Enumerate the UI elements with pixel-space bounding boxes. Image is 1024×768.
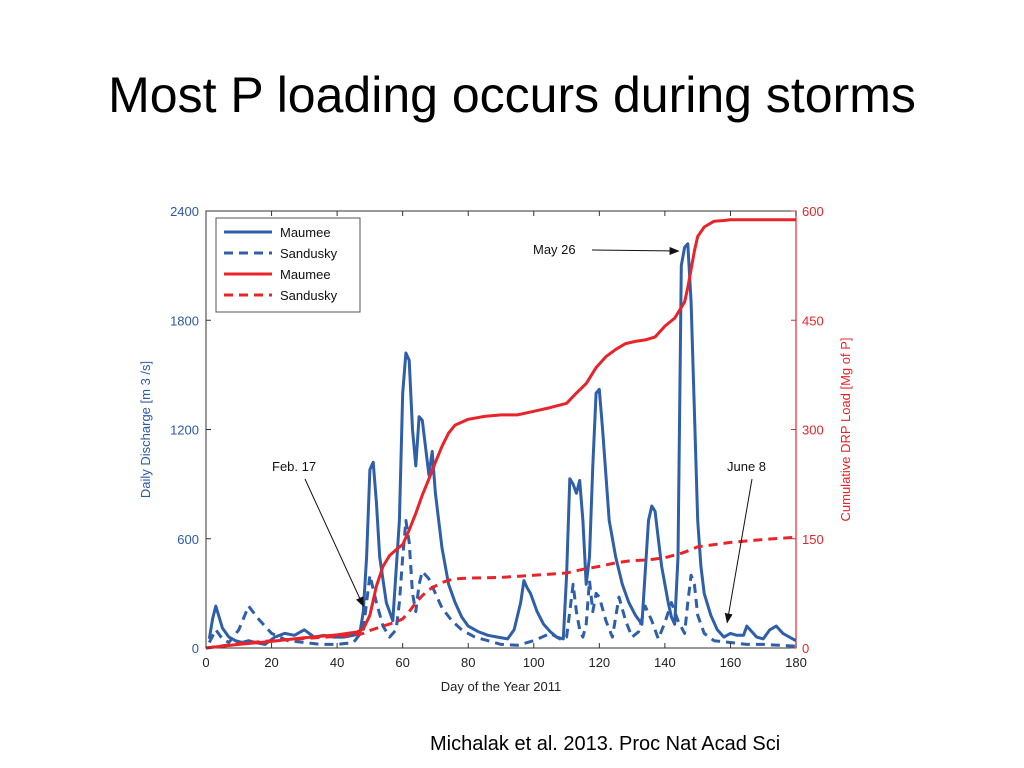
y-right-tick-label: 150 [802, 532, 824, 547]
y-left-axis-title: Daily Discharge [m 3 /s] [138, 361, 153, 498]
x-tick-label: 160 [720, 655, 742, 670]
x-tick-label: 80 [461, 655, 475, 670]
annotation-label: June 8 [727, 459, 766, 474]
annotation-label: Feb. 17 [272, 459, 316, 474]
y-left-tick-label: 1200 [170, 423, 199, 438]
y-left-tick-label: 2400 [170, 204, 199, 219]
annotation-arrow [591, 246, 680, 255]
annotation-arrow [724, 478, 753, 624]
y-right-tick-label: 0 [802, 641, 809, 656]
y-right-tick-label: 600 [802, 204, 824, 219]
x-tick-label: 60 [395, 655, 409, 670]
x-tick-label: 40 [330, 655, 344, 670]
series-line-maumee-load [205, 218, 796, 650]
x-tick-label: 100 [523, 655, 545, 670]
series-line-sandusky-discharge [207, 519, 797, 648]
legend-label: Maumee [280, 267, 331, 282]
x-tick-label: 180 [785, 655, 807, 670]
legend-label: Maumee [280, 225, 331, 240]
y-left-tick-label: 600 [177, 532, 199, 547]
annotation-label: May 26 [533, 242, 576, 257]
y-left-tick-label: 0 [192, 641, 199, 656]
y-right-axis-title: Cumulative DRP Load [Mg of P] [838, 337, 853, 521]
legend-label: Sandusky [280, 288, 338, 303]
y-left-tick-label: 1800 [170, 313, 199, 328]
x-axis-title: Day of the Year 2011 [441, 679, 561, 694]
series-line-sandusky-load [205, 535, 797, 650]
x-tick-label: 20 [264, 655, 278, 670]
x-tick-label: 120 [588, 655, 610, 670]
slide-title: Most P loading occurs during storms [108, 67, 916, 123]
y-right-tick-label: 300 [802, 423, 824, 438]
legend-label: Sandusky [280, 246, 338, 261]
x-tick-label: 0 [202, 655, 209, 670]
annotation-arrow [304, 478, 364, 608]
y-right-tick-label: 450 [802, 313, 824, 328]
citation: Michalak et al. 2013. Proc Nat Acad Sci [430, 733, 781, 755]
x-tick-label: 140 [654, 655, 676, 670]
